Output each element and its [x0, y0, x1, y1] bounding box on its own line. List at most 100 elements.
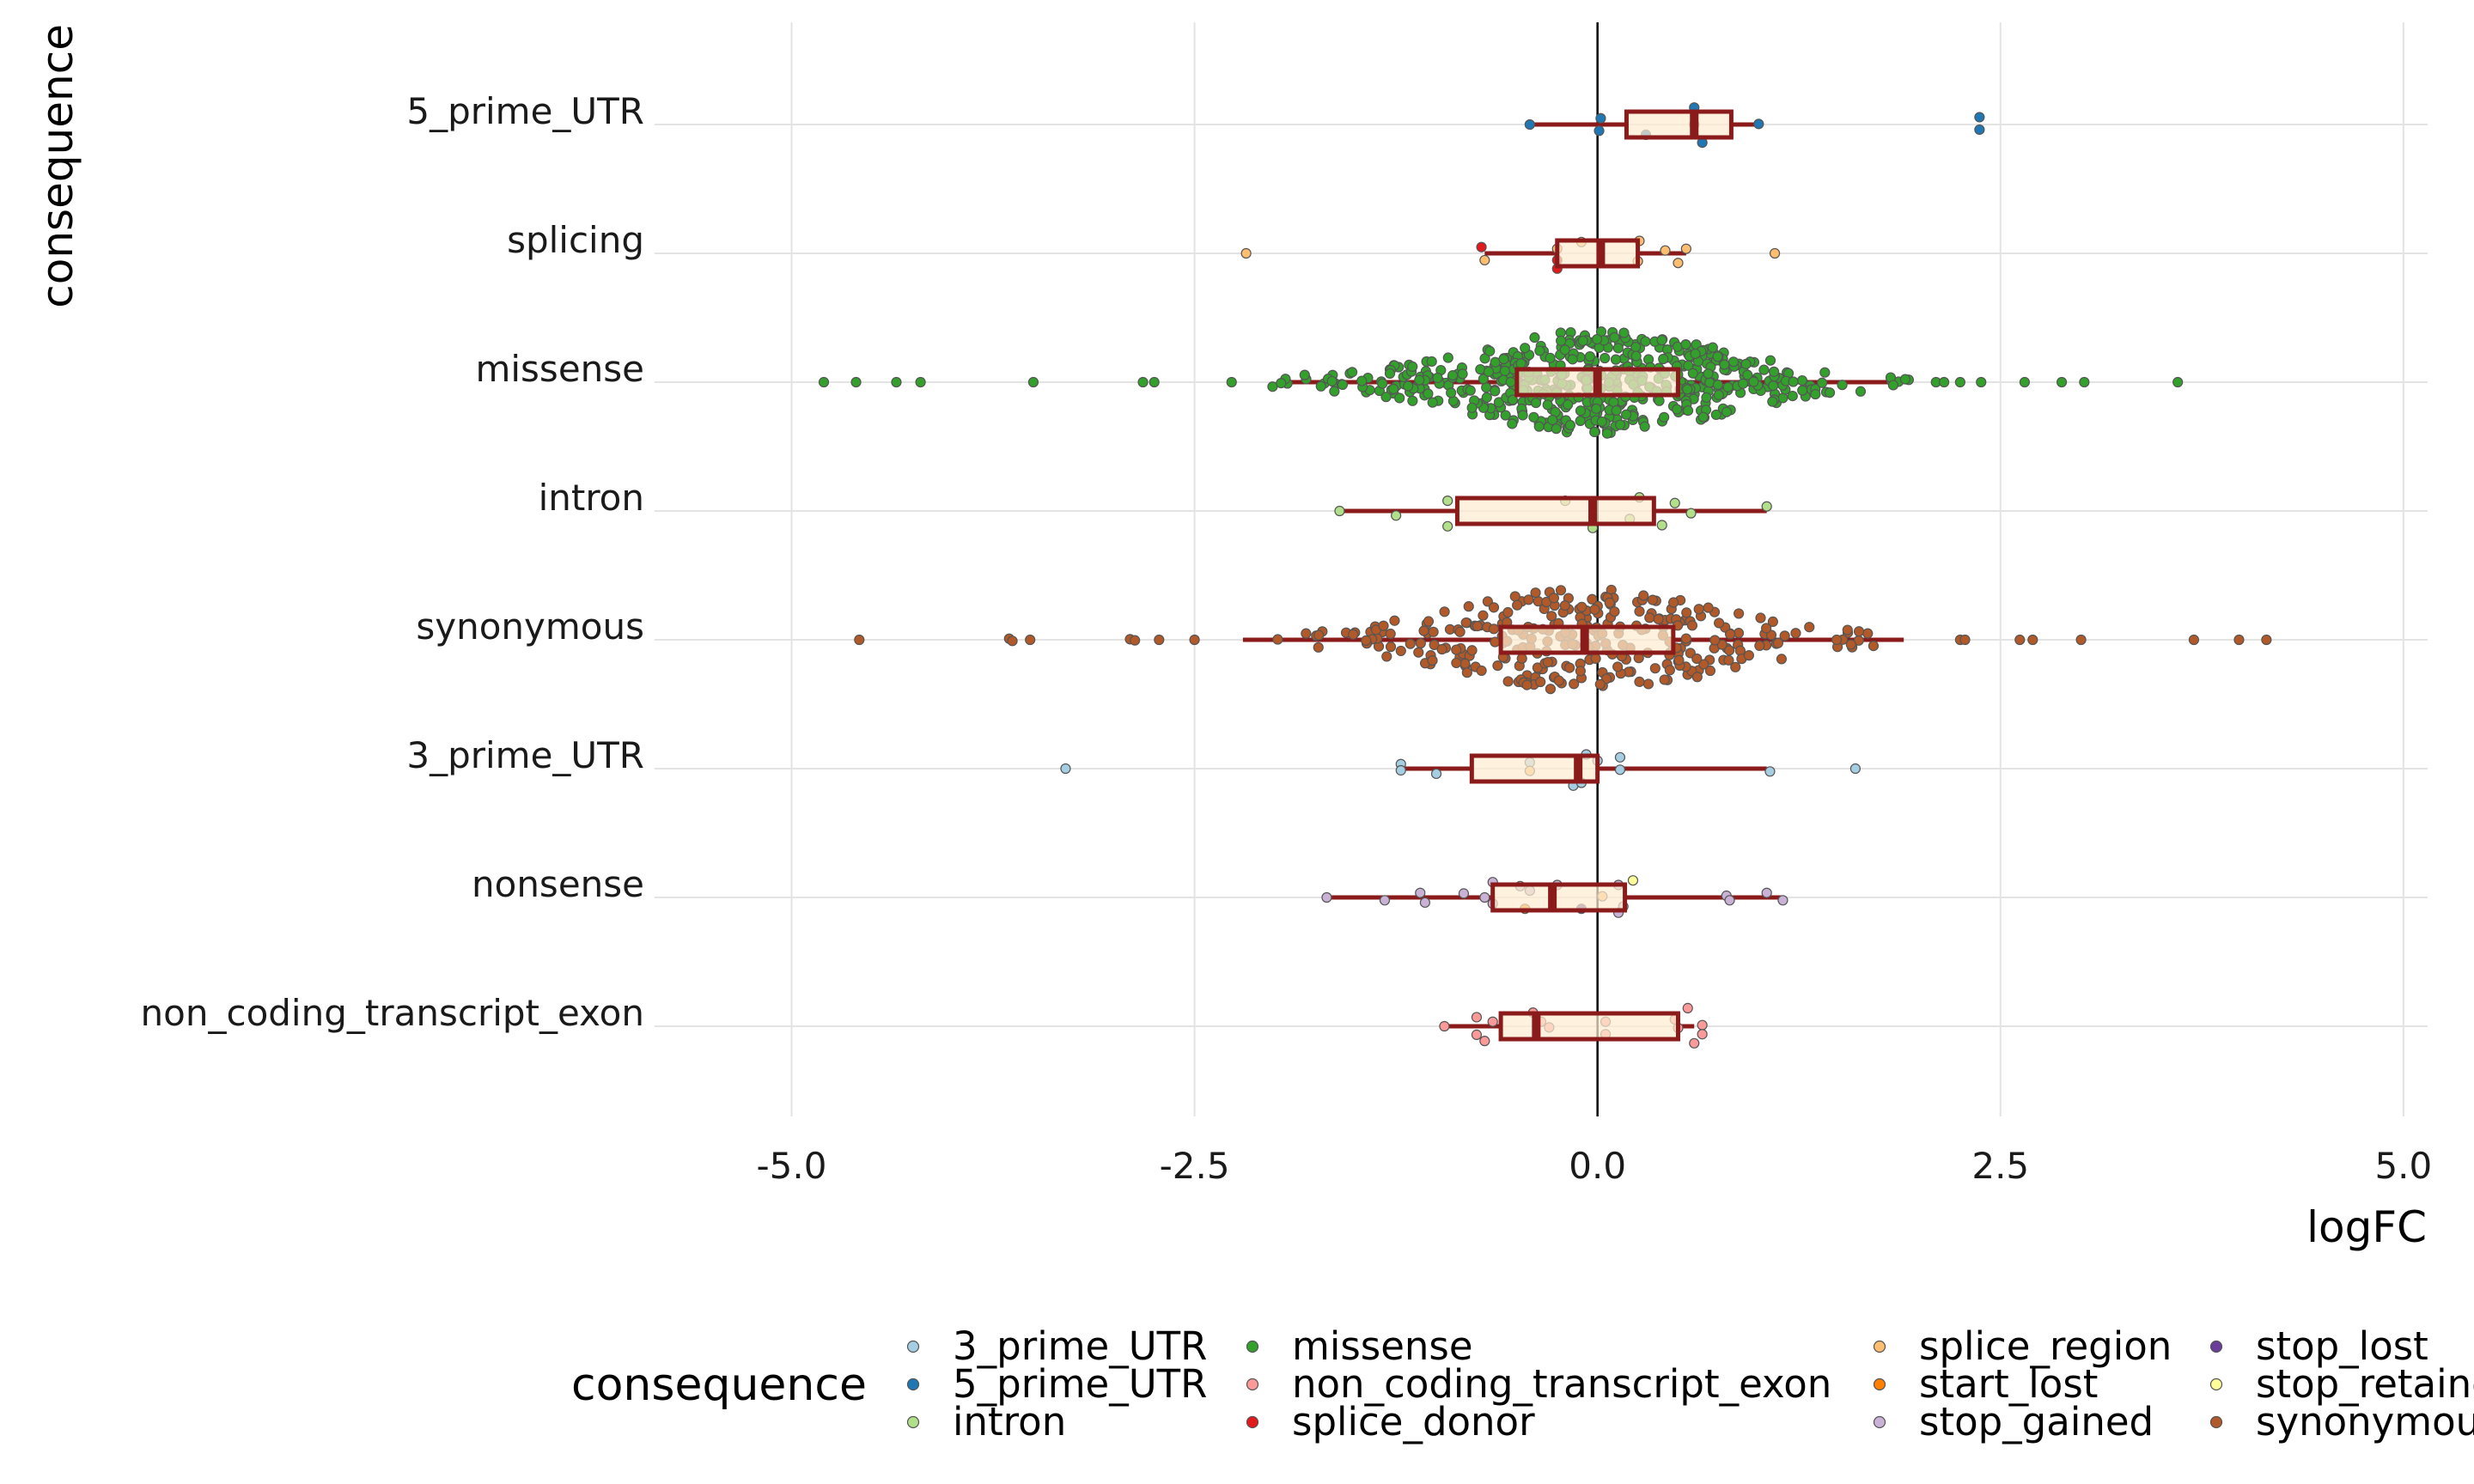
data-point — [1660, 245, 1671, 256]
data-point — [1423, 616, 1435, 627]
data-point — [1272, 634, 1283, 645]
data-point — [1240, 247, 1252, 259]
data-point — [1507, 418, 1518, 429]
data-point — [1701, 392, 1712, 403]
data-point — [1577, 335, 1588, 347]
data-point — [1502, 676, 1514, 687]
data-point — [2261, 634, 2272, 646]
data-point — [1755, 612, 1766, 623]
legend-swatch — [2209, 1378, 2223, 1391]
data-point — [1713, 389, 1724, 400]
data-point — [1326, 375, 1338, 387]
data-point — [1460, 617, 1472, 629]
data-point — [2188, 634, 2200, 646]
legend-entry: 3_prime_UTR — [953, 1323, 1207, 1369]
data-point — [1479, 1036, 1490, 1047]
box — [1624, 109, 1734, 140]
legend: consequence 3_prime_UTR5_prime_UTRintron… — [571, 1323, 2474, 1444]
data-point — [1974, 112, 1985, 123]
data-point — [1779, 630, 1790, 642]
data-point — [1356, 375, 1368, 386]
data-point — [1329, 386, 1340, 397]
data-point — [1772, 637, 1783, 648]
data-point — [1488, 623, 1500, 635]
data-point — [1313, 642, 1324, 653]
data-point — [1395, 764, 1406, 776]
data-point — [1653, 613, 1664, 625]
data-point — [1614, 764, 1626, 775]
data-point — [1391, 510, 1402, 521]
data-point — [1733, 628, 1745, 639]
data-point — [1564, 419, 1576, 431]
data-point — [1454, 626, 1466, 637]
legend-swatch — [906, 1378, 920, 1391]
data-point — [1714, 617, 1725, 629]
legend-entry: stop_gained — [1919, 1399, 2154, 1444]
data-point — [818, 376, 830, 388]
data-point — [1601, 428, 1613, 439]
data-point — [1419, 897, 1431, 909]
data-point — [1346, 367, 1358, 378]
data-point — [1426, 356, 1437, 368]
legend-entry: intron — [953, 1399, 1066, 1444]
data-point — [1609, 606, 1620, 617]
data-point — [1299, 369, 1310, 380]
data-point — [1442, 520, 1453, 532]
data-point — [1776, 654, 1788, 665]
data-point — [1855, 386, 1867, 397]
data-point — [2079, 376, 2090, 388]
grid — [655, 22, 2428, 1116]
data-point — [1612, 343, 1624, 354]
data-point — [1796, 374, 1808, 386]
data-point — [1548, 593, 1559, 604]
data-point — [1887, 380, 1899, 391]
legend-swatch — [1246, 1378, 1259, 1391]
data-point — [1671, 404, 1683, 415]
data-point — [1484, 345, 1496, 356]
data-point — [1686, 620, 1698, 631]
data-point — [1842, 624, 1853, 636]
data-point — [1313, 629, 1325, 641]
data-point — [1610, 354, 1622, 365]
data-point — [1600, 352, 1611, 364]
data-point — [1476, 665, 1487, 677]
legend-entry: start_lost — [1919, 1361, 2098, 1407]
legend-swatch — [906, 1415, 920, 1429]
data-point — [1849, 763, 1861, 775]
data-point — [1682, 1002, 1693, 1013]
data-point — [1385, 642, 1397, 653]
data-point — [1478, 610, 1489, 621]
data-point — [1428, 626, 1439, 637]
data-point — [1483, 366, 1495, 377]
legend-entry: splice_donor — [1292, 1399, 1535, 1444]
legend-entry: stop_retained — [2256, 1361, 2474, 1407]
data-point — [1634, 605, 1645, 617]
data-point — [1837, 380, 1848, 391]
x-tick-labels: -5.0 -2.5 0.0 2.5 5.0 — [757, 1145, 2433, 1187]
data-point — [1545, 684, 1557, 695]
data-point — [1767, 616, 1778, 627]
data-point — [1505, 376, 1516, 387]
data-point — [1868, 641, 1880, 652]
data-point — [1767, 396, 1778, 407]
data-point — [1724, 895, 1735, 906]
data-point — [2075, 634, 2087, 646]
y-tick-label: 5_prime_UTR — [406, 90, 644, 132]
data-point — [1591, 333, 1603, 345]
data-point — [1819, 367, 1831, 378]
data-point — [2056, 376, 2068, 388]
data-point — [2027, 634, 2038, 646]
data-point — [1810, 388, 1821, 400]
data-point — [1315, 380, 1326, 392]
data-point — [1490, 386, 1501, 397]
data-point — [1414, 374, 1425, 386]
data-point — [1764, 355, 1776, 366]
data-point — [1439, 606, 1450, 617]
data-point — [1459, 658, 1471, 669]
boxplots — [1454, 109, 1734, 1042]
data-point — [1415, 887, 1426, 898]
data-point — [1614, 419, 1626, 430]
data-point — [1394, 392, 1405, 404]
data-point — [1457, 368, 1468, 380]
data-point — [1734, 608, 1745, 619]
